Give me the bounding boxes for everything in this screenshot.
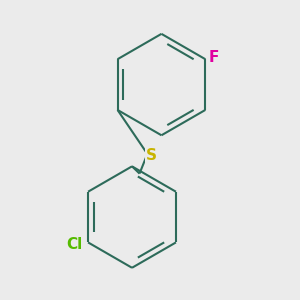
Text: Cl: Cl [66,237,82,252]
Text: S: S [146,148,157,163]
Text: F: F [208,50,219,65]
